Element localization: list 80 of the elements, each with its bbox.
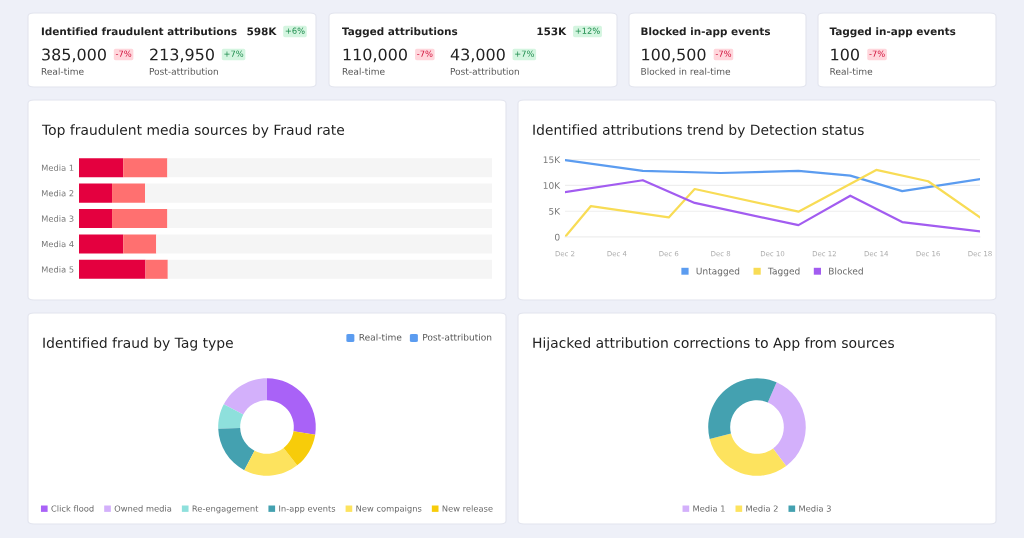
legend-label: Media 3 — [799, 505, 831, 512]
bar — [112, 183, 146, 203]
bar — [145, 183, 492, 203]
text: +7% — [224, 50, 244, 57]
y-tick-label: Media 3 — [41, 215, 74, 222]
bar — [167, 208, 492, 229]
donut-slice — [223, 378, 267, 415]
bar — [79, 183, 113, 203]
bar — [79, 234, 124, 254]
chart-title: Hijacked attribution corrections to App from sources — [533, 337, 894, 351]
bar — [167, 158, 492, 178]
text: Real-time — [359, 333, 402, 341]
text: -7% — [417, 50, 433, 57]
y-tick-label: Media 5 — [41, 266, 74, 273]
bar — [123, 234, 157, 254]
legend-label: New compaigns — [356, 505, 422, 514]
text: Tagged attributions — [342, 27, 458, 38]
bar — [79, 158, 124, 178]
text: 110,000 — [343, 48, 407, 63]
text: -7% — [715, 50, 732, 57]
bar — [79, 208, 113, 229]
donut-slice — [708, 378, 777, 439]
y-tick-label: Media 2 — [41, 189, 74, 197]
legend-label: Media 2 — [746, 505, 778, 512]
legend-label: In-app events — [279, 505, 336, 514]
text: Identified fraudulent attributions — [41, 27, 237, 36]
y-tick-label: 5K — [549, 208, 561, 215]
text: 598K — [247, 27, 277, 36]
y-tick-label: 15K — [543, 156, 561, 164]
text: Blocked in-app events — [641, 27, 771, 38]
text: Blocked in real-time — [641, 67, 731, 75]
donut-slice — [283, 431, 316, 466]
text: +7% — [515, 50, 534, 57]
y-tick-label: 10K — [543, 182, 561, 189]
bar — [167, 259, 492, 279]
text: +6% — [285, 27, 305, 34]
donut-slice — [267, 378, 316, 435]
legend-label: Re-engagement — [192, 505, 259, 514]
line-series — [565, 158, 980, 193]
donut-slice — [218, 404, 244, 429]
text: Real-time — [342, 67, 385, 75]
line-series — [565, 168, 980, 237]
text: 100 — [831, 48, 859, 61]
legend-label: Tagged — [767, 267, 800, 277]
y-tick-label: 0 — [554, 233, 560, 241]
text: 100,500 — [642, 48, 706, 63]
legend-label: New release — [442, 505, 493, 512]
text: 43,000 — [450, 48, 505, 63]
text: Post-attribution — [149, 67, 218, 75]
text: Real-time — [41, 67, 84, 75]
chart-title: Top fraudulent media sources by Fraud rate — [41, 124, 345, 138]
legend-label: Blocked — [829, 267, 863, 275]
bar — [123, 158, 168, 178]
donut-slice — [709, 433, 787, 476]
text: Post-attribution — [450, 67, 519, 75]
legend-label: Untagged — [696, 267, 740, 277]
bar — [79, 259, 146, 279]
donut-slice — [218, 428, 255, 471]
line-series — [565, 179, 980, 233]
bar — [156, 234, 492, 254]
legend-label: Media 1 — [693, 505, 725, 512]
text: 153K — [537, 27, 567, 36]
text: Tagged in-app events — [829, 27, 956, 38]
legend-label: Click flood — [51, 505, 94, 512]
text: Post-attribution — [423, 333, 492, 341]
text: -7% — [869, 50, 885, 57]
text: 385,000 — [42, 48, 106, 63]
donut-slice — [244, 448, 298, 476]
text: Real-time — [830, 67, 873, 75]
bar — [145, 259, 168, 279]
y-tick-label: Media 4 — [41, 240, 74, 248]
text: -7% — [115, 50, 132, 57]
bar — [112, 208, 168, 229]
chart-title: Identified attributions trend by Detection status — [533, 124, 864, 138]
y-tick-label: Media 1 — [41, 164, 74, 171]
donut-slice — [767, 382, 806, 467]
text: 213,950 — [150, 48, 214, 63]
text: +12% — [575, 27, 600, 34]
chart-title: Identified fraud by Tag type — [43, 337, 233, 351]
legend-label: Owned media — [114, 505, 172, 512]
